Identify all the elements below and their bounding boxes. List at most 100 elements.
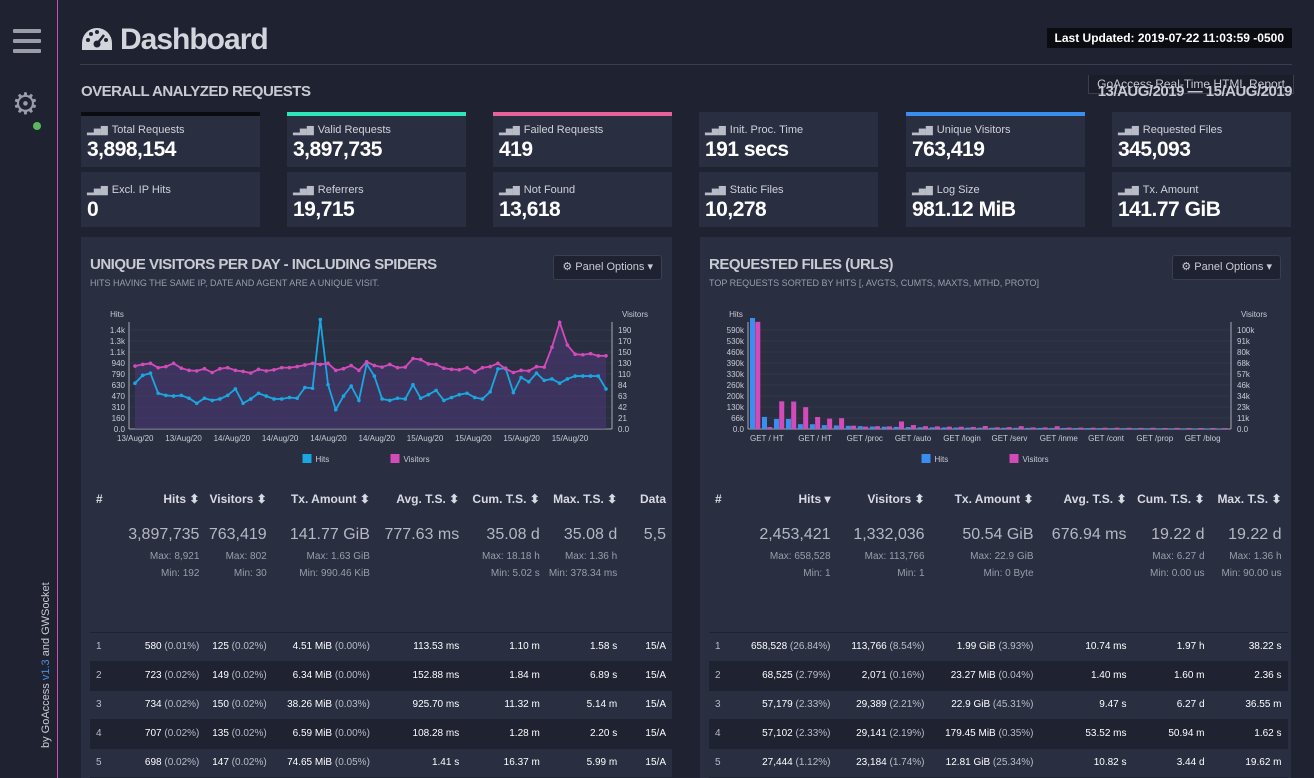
visitors-bar[interactable] [1210,427,1216,429]
hits-bar[interactable] [1049,427,1055,429]
hits-bar[interactable] [1001,427,1007,429]
visitors-bar[interactable] [898,421,904,429]
visitors-bar[interactable] [1078,427,1084,429]
hits-bar[interactable] [905,427,911,429]
visitors-bar[interactable] [803,407,809,429]
visitors-bar[interactable] [827,418,833,429]
visitors-point[interactable] [434,362,438,367]
hits-point[interactable] [488,390,492,394]
visitors-point[interactable] [472,370,477,374]
table-row[interactable]: 3 734 (0.02%) 150 (0.02%) 38.26 MiB (0.03%)… [90,689,672,719]
visitors-bar[interactable] [1102,427,1108,429]
visitors-point[interactable] [480,365,485,370]
hits-bar[interactable] [1193,428,1199,429]
visitors-point[interactable] [279,365,284,370]
visitors-point[interactable] [333,368,338,373]
table-row[interactable]: 3 57,179 (2.33%) 29,389 (2.21%) 22.9 GiB (4… [709,689,1288,719]
visitors-bar[interactable] [1006,427,1012,429]
hits-bar[interactable] [833,425,839,429]
hits-point[interactable] [581,374,585,378]
column-header-[interactable]: # [715,492,722,506]
hits-point[interactable] [472,395,477,400]
hits-point[interactable] [519,375,523,380]
hits-bar[interactable] [1037,427,1043,429]
hits-bar[interactable] [1217,428,1223,429]
visitors-point[interactable] [581,352,585,357]
table-row[interactable]: 5 27,444 (1.12%) 23,184 (1.74%) 12.81 GiB (… [709,747,1288,777]
table-row[interactable]: 2 68,525 (2.79%) 2,071 (0.16%) 23.27 MiB (0… [709,660,1288,690]
visitors-point[interactable] [449,367,454,372]
visitors-bar[interactable] [1150,427,1156,429]
column-header-avg-t-s[interactable]: Avg. T.S. ⬍ [396,492,460,506]
hits-point[interactable] [411,382,415,387]
hits-point[interactable] [557,381,562,386]
column-header-avg-t-s[interactable]: Avg. T.S. ⬍ [1063,492,1127,506]
hits-point[interactable] [279,397,284,401]
hits-bar[interactable] [1133,428,1139,429]
visitors-point[interactable] [249,371,253,375]
hits-point[interactable] [442,398,446,403]
visitors-point[interactable] [388,362,392,367]
visitors-bar[interactable] [839,418,845,429]
visitors-point[interactable] [326,361,330,366]
visitors-bar[interactable] [1186,427,1192,429]
column-header-visitors[interactable]: Visitors ⬍ [209,492,267,506]
hits-point[interactable] [218,397,222,401]
hits-point[interactable] [225,393,230,398]
visitors-point[interactable] [233,368,238,373]
hits-bar[interactable] [1085,428,1091,429]
visitors-point[interactable] [534,364,539,369]
visitors-point[interactable] [426,362,431,366]
hits-bar[interactable] [965,427,971,429]
visitors-bar[interactable] [886,426,893,429]
hamburger-menu-icon[interactable] [13,29,41,53]
hits-point[interactable] [550,377,554,381]
visitors-point[interactable] [303,363,307,367]
visitors-point[interactable] [256,367,261,372]
visitors-bar[interactable] [934,426,940,429]
hits-point[interactable] [418,396,423,401]
hits-bar[interactable] [1205,428,1211,429]
hits-point[interactable] [465,391,469,396]
hits-bar[interactable] [1073,428,1079,429]
visitors-point[interactable] [179,366,184,370]
gear-icon[interactable]: ⚙ [12,88,39,121]
visitors-point[interactable] [210,370,215,375]
visitors-point[interactable] [341,366,346,371]
hits-point[interactable] [140,373,145,378]
visitors-point[interactable] [457,368,462,372]
visitors-bar[interactable] [851,425,857,429]
hits-bar[interactable] [1181,428,1187,429]
hits-point[interactable] [526,379,531,384]
hits-point[interactable] [171,394,176,398]
visitors-bar[interactable] [1114,427,1120,429]
visitors-bar[interactable] [755,321,761,429]
hits-bar[interactable] [953,427,959,429]
hits-point[interactable] [596,374,601,378]
hits-bar[interactable] [809,424,815,429]
table-row[interactable]: 2 723 (0.02%) 149 (0.02%) 6.34 MiB (0.00%) 1… [90,660,672,690]
visitors-bar[interactable] [946,426,952,429]
hits-point[interactable] [588,374,593,378]
table-row[interactable]: 4 707 (0.02%) 135 (0.02%) 6.59 MiB (0.00%) 1… [90,718,672,748]
visitors-point[interactable] [264,369,269,373]
hits-point[interactable] [534,371,539,376]
visitors-point[interactable] [542,365,547,369]
hits-point[interactable] [372,374,377,378]
hits-point[interactable] [341,394,346,398]
hits-point[interactable] [457,392,462,397]
table-row[interactable]: 1 580 (0.01%) 125 (0.02%) 4.51 MiB (0.00%) 1… [90,631,672,661]
hits-bar[interactable] [893,426,899,429]
visitors-point[interactable] [287,365,292,370]
hits-point[interactable] [303,385,307,390]
visitors-point[interactable] [241,369,245,374]
visitors-point[interactable] [164,364,168,369]
hits-point[interactable] [249,397,253,401]
hits-point[interactable] [395,396,400,401]
hits-point[interactable] [256,391,261,396]
visitors-point[interactable] [202,366,207,371]
column-header-cum-t-s[interactable]: Cum. T.S. ⬍ [1137,492,1205,506]
visitors-bar[interactable] [863,426,869,429]
visitors-point[interactable] [133,364,137,368]
visitors-bar[interactable] [1174,427,1180,429]
